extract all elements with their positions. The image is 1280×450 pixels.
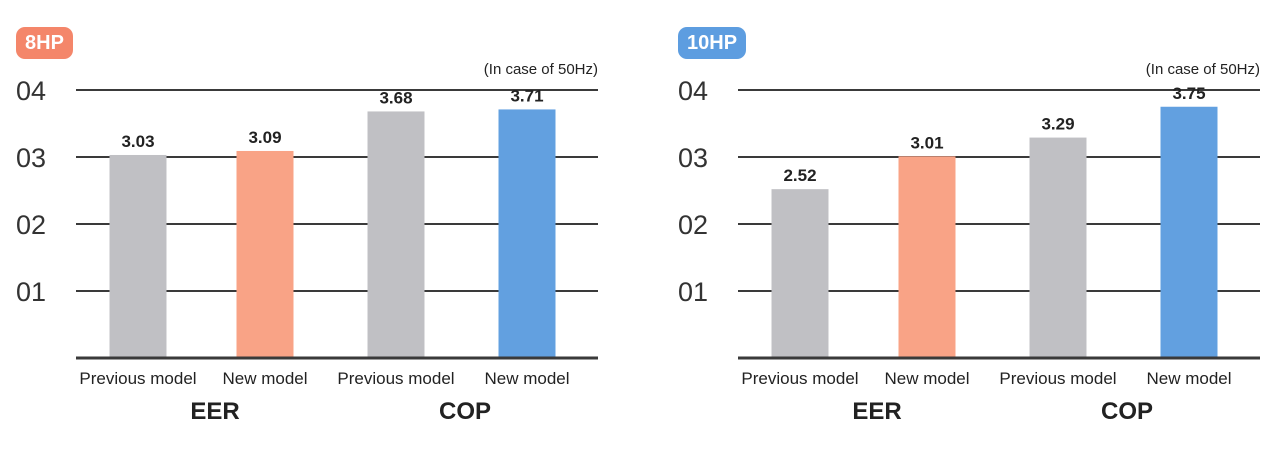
data-label: 3.71 [510, 86, 543, 105]
bar-eer-previous-model [109, 154, 167, 358]
category-label: New model [1146, 369, 1231, 388]
data-label: 3.09 [248, 128, 281, 147]
bar-cop-new-model [1160, 106, 1218, 358]
category-label: New model [884, 369, 969, 388]
y-tick-label: 03 [16, 143, 46, 173]
data-label: 3.03 [121, 132, 154, 151]
chart-8hp: 8HP (In case of 50Hz) 01 02 03 04 3.03 Previou… [10, 0, 630, 450]
bar-eer-new-model [236, 150, 294, 358]
bar-chart-10hp: (In case of 50Hz) 01 02 03 04 2.52 Previous mo… [678, 61, 1260, 425]
group-label-eer: EER [190, 398, 239, 425]
y-tick-label: 02 [678, 210, 708, 240]
data-label: 2.52 [783, 166, 816, 185]
badge-8hp: 8HP [16, 27, 73, 59]
data-label: 3.68 [379, 88, 412, 107]
y-tick-label: 02 [16, 210, 46, 240]
y-tick-label: 01 [16, 277, 46, 307]
category-label: Previous model [337, 369, 454, 388]
y-tick-label: 03 [678, 143, 708, 173]
bar-eer-previous-model [771, 189, 829, 358]
chart-note: (In case of 50Hz) [1146, 61, 1260, 78]
category-label: New model [484, 369, 569, 388]
category-label: Previous model [741, 369, 858, 388]
bar-cop-previous-model [367, 111, 425, 358]
bar-cop-previous-model [1029, 137, 1087, 358]
y-tick-label: 01 [678, 277, 708, 307]
data-label: 3.29 [1041, 115, 1074, 134]
chart-10hp: 10HP (In case of 50Hz) 01 02 03 04 2.52 Previo… [672, 0, 1280, 450]
bar-eer-new-model [898, 156, 956, 358]
y-tick-label: 04 [678, 76, 708, 106]
data-label: 3.75 [1172, 84, 1205, 103]
group-label-eer: EER [852, 398, 901, 425]
chart-note: (In case of 50Hz) [484, 61, 598, 78]
bar-cop-new-model [498, 109, 556, 359]
category-label: Previous model [999, 369, 1116, 388]
badge-10hp: 10HP [678, 27, 747, 59]
bar-chart-8hp: (In case of 50Hz) 01 02 03 04 3.03 Previous mo… [16, 61, 598, 425]
group-label-cop: COP [1101, 398, 1153, 425]
data-label: 3.01 [910, 133, 943, 152]
category-label: New model [222, 369, 307, 388]
y-tick-label: 04 [16, 76, 46, 106]
category-label: Previous model [79, 369, 196, 388]
group-label-cop: COP [439, 398, 491, 425]
